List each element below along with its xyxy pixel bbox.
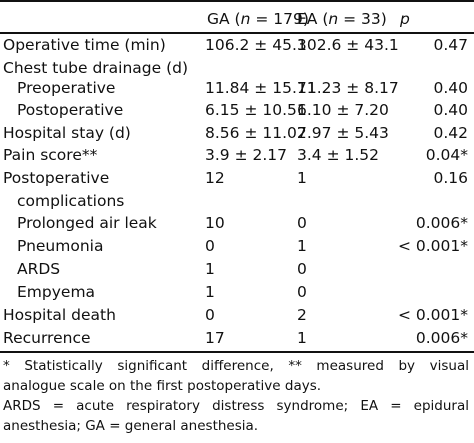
row-ga: 10 xyxy=(205,214,225,232)
row-ea: 3.4 ± 1.52 xyxy=(297,146,380,164)
table-top-rule xyxy=(0,0,474,2)
row-ea: 11.23 ± 8.17 xyxy=(297,79,399,97)
header-ea: EA (n = 33) xyxy=(297,10,387,28)
table-row: Recurrence 17 1 0.006* xyxy=(0,326,474,350)
row-p: < 0.001* xyxy=(397,306,468,324)
table-row: Hospital stay (d) 8.56 ± 11.02 7.97 ± 5.… xyxy=(0,121,474,145)
row-ga: 3.9 ± 2.17 xyxy=(205,146,288,164)
table-row: Postoperative 6.15 ± 10.51 6.10 ± 7.20 0… xyxy=(0,98,474,122)
row-ga: 17 xyxy=(205,329,225,347)
row-ea: 0 xyxy=(297,260,307,278)
table-row: Prolonged air leak 10 0 0.006* xyxy=(0,211,474,235)
row-ga: 0 xyxy=(205,306,215,324)
row-label: Prolonged air leak xyxy=(17,214,157,232)
table-row: Empyema 1 0 xyxy=(0,280,474,304)
row-ea: 0 xyxy=(297,283,307,301)
row-p: 0.16 xyxy=(433,169,468,187)
row-ga: 1 xyxy=(205,283,215,301)
row-ea: 102.6 ± 43.1 xyxy=(297,36,399,54)
row-ea: 1 xyxy=(297,169,307,187)
header-p: p xyxy=(400,10,410,28)
table-header-row: GA (n = 179) EA (n = 33) p xyxy=(0,7,474,31)
table-row: Pain score** 3.9 ± 2.17 3.4 ± 1.52 0.04* xyxy=(0,143,474,167)
footnote-line: analogue scale on the first postoperativ… xyxy=(3,378,322,394)
header-ga: GA (n = 179) xyxy=(207,10,309,28)
row-label: Hospital death xyxy=(3,306,116,324)
table-footnote: * Statistically significant difference, … xyxy=(3,356,469,436)
row-p: 0.47 xyxy=(433,36,468,54)
table-header-rule xyxy=(0,32,474,34)
row-ga: 6.15 ± 10.51 xyxy=(205,101,307,119)
table-row: Operative time (min) 106.2 ± 45.3 102.6 … xyxy=(0,33,474,57)
row-ea: 2 xyxy=(297,306,307,324)
row-label: Postoperative xyxy=(17,101,124,119)
row-p: 0.42 xyxy=(433,124,468,142)
row-ga: 106.2 ± 45.3 xyxy=(205,36,307,54)
row-label: Postoperative xyxy=(3,169,110,187)
row-ga: 11.84 ± 15.71 xyxy=(205,79,317,97)
footnote-line: anesthesia; GA = general anesthesia. xyxy=(3,418,259,434)
table-row: Pneumonia 0 1 < 0.001* xyxy=(0,234,474,258)
row-p: 0.04* xyxy=(425,146,468,164)
table-row: Postoperative 12 1 0.16 xyxy=(0,166,474,190)
row-label: Empyema xyxy=(17,283,96,301)
footnote-line: * Statistically significant difference, … xyxy=(3,358,469,374)
row-ga: 0 xyxy=(205,237,215,255)
row-label: Preoperative xyxy=(17,79,116,97)
row-ea: 7.97 ± 5.43 xyxy=(297,124,389,142)
row-label: Pneumonia xyxy=(17,237,104,255)
table-row: Hospital death 0 2 < 0.001* xyxy=(0,303,474,327)
row-ea: 1 xyxy=(297,237,307,255)
row-ga: 12 xyxy=(205,169,225,187)
row-label: Chest tube drainage (d) xyxy=(3,59,189,77)
row-p: 0.40 xyxy=(433,79,468,97)
row-p: 0.006* xyxy=(415,329,468,347)
table-row: complications xyxy=(0,189,474,213)
row-p: 0.40 xyxy=(433,101,468,119)
row-p: 0.006* xyxy=(415,214,468,232)
row-label: Pain score** xyxy=(3,146,98,164)
footnote-line: ARDS = acute respiratory distress syndro… xyxy=(3,398,469,414)
row-label: Operative time (min) xyxy=(3,36,166,54)
row-ga: 1 xyxy=(205,260,215,278)
table-row: Chest tube drainage (d) xyxy=(0,56,474,80)
row-label: Recurrence xyxy=(3,329,91,347)
row-ea: 0 xyxy=(297,214,307,232)
table-bottom-rule xyxy=(0,351,474,353)
table-row: ARDS 1 0 xyxy=(0,257,474,281)
row-label: Hospital stay (d) xyxy=(3,124,131,142)
row-p: < 0.001* xyxy=(397,237,468,255)
row-ea: 1 xyxy=(297,329,307,347)
row-ea: 6.10 ± 7.20 xyxy=(297,101,389,119)
row-label: ARDS xyxy=(17,260,61,278)
table-row: Preoperative 11.84 ± 15.71 11.23 ± 8.17 … xyxy=(0,76,474,100)
row-label-continued: complications xyxy=(17,192,125,210)
row-ga: 8.56 ± 11.02 xyxy=(205,124,307,142)
